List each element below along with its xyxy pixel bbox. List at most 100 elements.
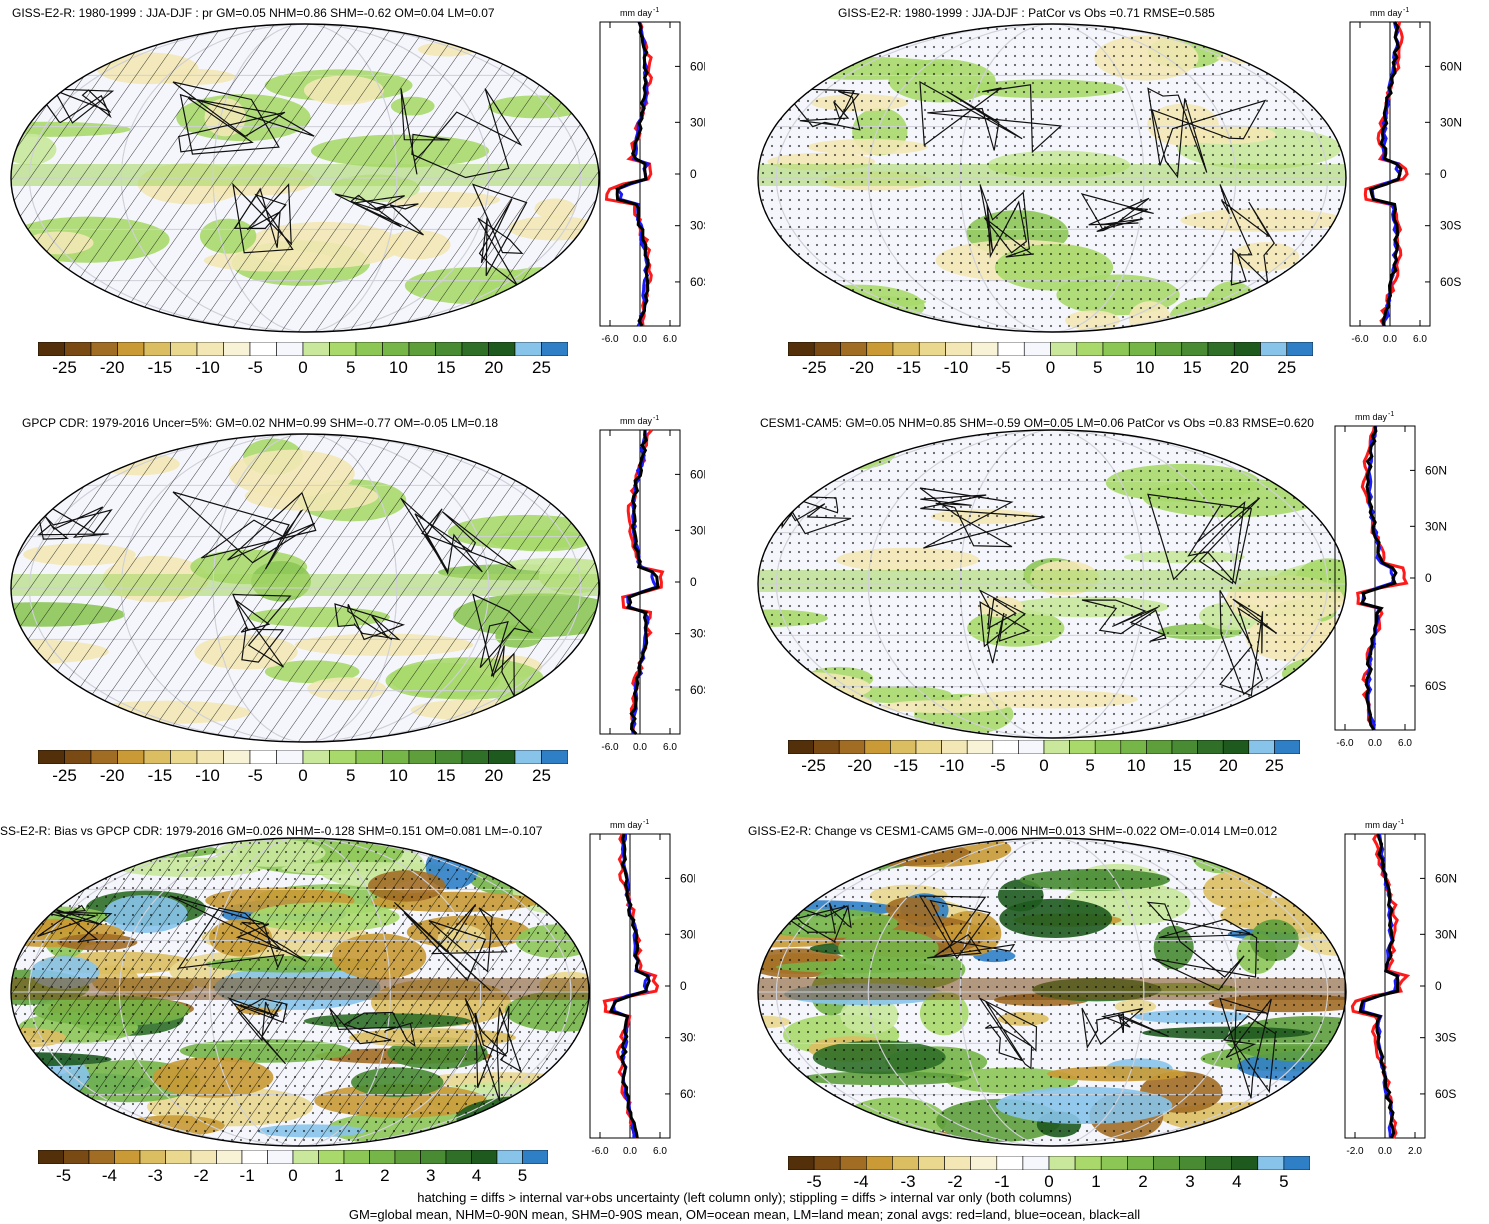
units-exponent: -1 bbox=[653, 415, 659, 422]
colorbar-cell bbox=[541, 342, 568, 356]
footer-note-2: GM=global mean, NHM=0-90N mean, SHM=0-90… bbox=[348, 1207, 1141, 1222]
colorbar-cell bbox=[170, 750, 198, 764]
colorbar-cell bbox=[1050, 342, 1078, 356]
colorbar-cell bbox=[890, 740, 917, 754]
colorbar-cell bbox=[1018, 740, 1045, 754]
x-tick-label: -6.0 bbox=[601, 334, 619, 344]
land-zonal-line bbox=[1350, 833, 1411, 1139]
colorbar-tick-label: 20 bbox=[1218, 756, 1238, 775]
colorbar-cell bbox=[38, 342, 65, 356]
colorbar-cell bbox=[1022, 1156, 1050, 1170]
latitude-label: 60N bbox=[690, 59, 705, 73]
map-outline bbox=[757, 23, 1347, 333]
colorbar-cell bbox=[1100, 1156, 1128, 1170]
colorbar-cell bbox=[788, 1156, 815, 1170]
colorbar-cell bbox=[1274, 740, 1300, 754]
latitude-label: 30S bbox=[1440, 219, 1461, 233]
colorbar-labels-panel-2: -25 -20 -15 -10 -5 0 5 10 15 20 25 bbox=[38, 766, 568, 788]
colorbar-cell bbox=[1128, 342, 1156, 356]
colorbar-cell bbox=[382, 750, 410, 764]
all-zonal-line bbox=[1368, 21, 1403, 327]
units-label: mm day bbox=[610, 820, 643, 830]
map-panel-1 bbox=[757, 23, 1347, 333]
stippling-overlay bbox=[758, 430, 1346, 738]
latitude-label: 30S bbox=[680, 1031, 695, 1045]
colorbar-tick-label: 15 bbox=[1182, 358, 1202, 377]
colorbar-cell bbox=[1094, 740, 1122, 754]
colorbar-cell bbox=[1023, 342, 1051, 356]
colorbar-cell bbox=[420, 1150, 447, 1164]
latitude-label: 0 bbox=[680, 979, 687, 993]
map-panel-5 bbox=[757, 837, 1347, 1147]
colorbar-cell bbox=[165, 1150, 192, 1164]
colorbar-cell bbox=[915, 740, 942, 754]
all-zonal-line bbox=[1358, 833, 1400, 1139]
latitude-label: 30N bbox=[1435, 927, 1457, 941]
colorbar-cell bbox=[64, 342, 92, 356]
colorbar-cell bbox=[196, 750, 224, 764]
latitude-label: 30N bbox=[690, 523, 705, 537]
colorbar-cell bbox=[813, 342, 841, 356]
colorbar-cell bbox=[1205, 1156, 1233, 1170]
units-label: mm day bbox=[620, 416, 653, 426]
colorbar-cell bbox=[1207, 342, 1235, 356]
latitude-label: 0 bbox=[690, 167, 697, 181]
colorbar-cell bbox=[840, 342, 868, 356]
panel-title: GISS-E2-R: Change vs CESM1-CAM5 GM=-0.00… bbox=[748, 824, 1278, 838]
colorbar-tick-label: -10 bbox=[195, 766, 220, 785]
colorbar-cell bbox=[522, 1150, 548, 1164]
colorbar-cell bbox=[223, 750, 251, 764]
colorbar-tick-label: 20 bbox=[1230, 358, 1249, 377]
map-outline bbox=[757, 429, 1347, 739]
colorbar-cell bbox=[90, 342, 118, 356]
colorbar-cell bbox=[190, 1150, 217, 1164]
colorbar-cell bbox=[1102, 342, 1130, 356]
colorbar-tick-label: -5 bbox=[247, 766, 263, 785]
latitude-label: 0 bbox=[1440, 167, 1447, 181]
colorbar-cell bbox=[329, 750, 357, 764]
x-tick-label: 0.0 bbox=[633, 334, 647, 344]
precip-anomaly-blob bbox=[758, 856, 851, 878]
colorbar-cell bbox=[788, 342, 815, 356]
panel-title: CESM1-CAM5: GM=0.05 NHM=0.85 SHM=-0.59 O… bbox=[760, 416, 1314, 430]
stippling-overlay bbox=[758, 24, 1346, 332]
colorbar-tick-label: 25 bbox=[1277, 358, 1297, 377]
colorbar-cell bbox=[63, 1150, 90, 1164]
colorbar-tick-label: 5 bbox=[345, 358, 356, 377]
colorbar-labels-panel-4: -5 -4 -3 -2 -1 0 1 2 3 4 5 bbox=[38, 1166, 548, 1188]
x-tick-label: 0.0 bbox=[633, 742, 647, 752]
colorbar-tick-label: 15 bbox=[1172, 756, 1192, 775]
colorbar-cell bbox=[64, 750, 92, 764]
colorbar-cell bbox=[117, 750, 145, 764]
latitude-label: 60S bbox=[690, 683, 705, 697]
colorbar-tick-label: 10 bbox=[1126, 756, 1146, 775]
colorbar-cell bbox=[541, 750, 568, 764]
colorbar-cell bbox=[90, 750, 118, 764]
colorbar-cell bbox=[408, 342, 436, 356]
colorbar-tick-label: 0 bbox=[1045, 358, 1056, 377]
colorbar-cell bbox=[813, 1156, 841, 1170]
stippling-overlay bbox=[758, 838, 1346, 1146]
units-exponent: -1 bbox=[643, 819, 649, 826]
colorbar-tick-label: -5 bbox=[806, 1172, 822, 1191]
colorbar-cell bbox=[488, 342, 516, 356]
latitude-label: 30S bbox=[690, 627, 705, 641]
all-zonal-line bbox=[1359, 425, 1398, 731]
hatching-overlay bbox=[11, 434, 599, 742]
colorbar-cell bbox=[114, 1150, 141, 1164]
colorbar-cell bbox=[1181, 342, 1209, 356]
colorbar-tick-label: 5 bbox=[1279, 1172, 1289, 1191]
colorbar-cell bbox=[1231, 1156, 1259, 1170]
zonal-mean-panel-1: mm day -1 -6.0 0.0 6.0 60N 30N 0 30S 60S bbox=[1349, 7, 1462, 344]
x-tick-label: 0.0 bbox=[1378, 1146, 1392, 1156]
colorbar-cell bbox=[1153, 1156, 1180, 1170]
colorbar-tick-label: -5 bbox=[55, 1166, 72, 1185]
colorbar-cell bbox=[839, 1156, 867, 1170]
colorbar-tick-label: 15 bbox=[436, 766, 456, 785]
colorbar-tick-label: 4 bbox=[1232, 1172, 1242, 1191]
colorbar-cell bbox=[945, 342, 973, 356]
colorbar-cell bbox=[302, 342, 330, 356]
x-tick-label: 6.0 bbox=[1413, 334, 1427, 344]
colorbar-tick-label: -20 bbox=[99, 766, 125, 785]
latitude-label: 30N bbox=[1440, 115, 1462, 129]
